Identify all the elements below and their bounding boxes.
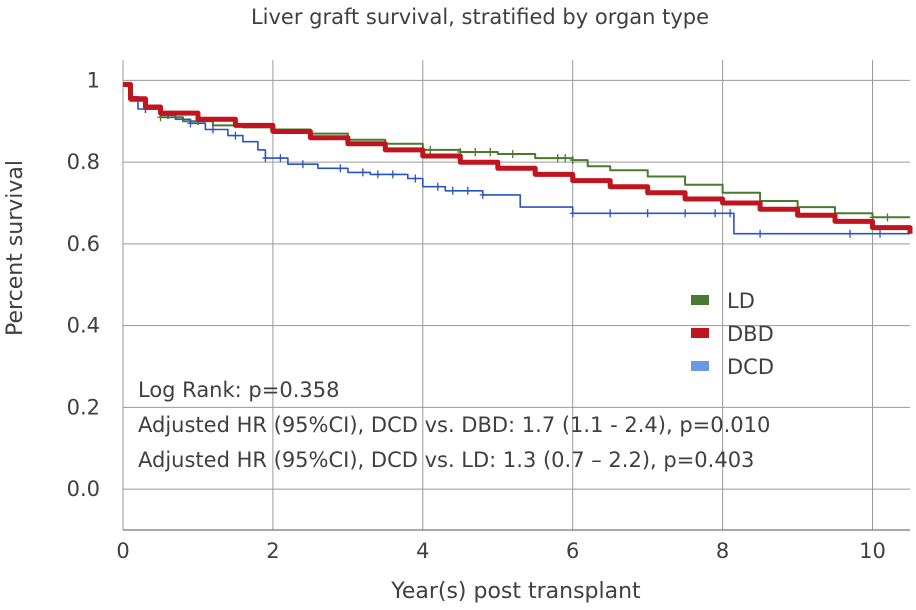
tick-labels: 1 0.8 0.6 0.4 0.2 0.0 0 2 4 6 8 10	[67, 68, 886, 563]
censor-mark-dcd	[847, 229, 854, 238]
x-axis-label: Year(s) post transplant	[390, 579, 641, 604]
censor-mark-ld	[509, 150, 516, 158]
grid	[122, 60, 910, 531]
legend-label-ld: LD	[727, 289, 755, 313]
censor-mark-dcd	[644, 209, 651, 218]
legend-swatch-ld	[691, 295, 709, 305]
censor-mark-dcd	[449, 186, 456, 195]
censor-mark-ld	[427, 145, 434, 154]
censor-mark-dcd	[712, 209, 719, 218]
legend-swatch-dcd	[691, 361, 709, 371]
annotation-line: Adjusted HR (95%CI), DCD vs. DBD: 1.7 (1…	[138, 413, 770, 437]
series-line-dbd	[123, 82, 913, 234]
censor-mark-dcd	[727, 209, 734, 218]
legend-label-dcd: DCD	[727, 355, 774, 379]
censor-mark-dcd	[209, 125, 216, 134]
censor-mark-dcd	[299, 160, 306, 169]
censor-mark-ld	[472, 147, 479, 156]
censor-mark-dcd	[682, 209, 689, 218]
censor-mark-dcd	[374, 170, 381, 179]
annotations: Log Rank: p=0.358 Adjusted HR (95%CI), DC…	[138, 378, 770, 472]
legend-swatch-dbd	[691, 328, 709, 338]
x-tick-label: 0	[116, 539, 129, 563]
x-tick-label: 6	[566, 539, 579, 563]
chart-title: Liver graft survival, stratified by orga…	[251, 5, 709, 29]
annotation-line: Adjusted HR (95%CI), DCD vs. LD: 1.3 (0.…	[138, 448, 754, 472]
censor-mark-dcd	[277, 154, 284, 163]
annotation-line: Log Rank: p=0.358	[138, 378, 339, 402]
censor-mark-ld	[562, 154, 569, 163]
x-tick-label: 4	[416, 539, 429, 563]
censor-mark-dcd	[434, 182, 441, 191]
series-layer	[123, 82, 913, 238]
censor-mark-ld	[554, 154, 561, 163]
censor-mark-dcd	[464, 186, 471, 195]
series-line-ld	[123, 83, 910, 219]
legend-label-dbd: DBD	[727, 322, 774, 346]
y-tick-label: 0.8	[67, 150, 100, 174]
censor-mark-dcd	[569, 209, 576, 218]
censor-mark-ld	[884, 213, 891, 222]
y-tick-label: 0.2	[67, 395, 100, 419]
censor-mark-ld	[569, 156, 576, 165]
y-tick-label: 1	[87, 68, 100, 92]
x-tick-label: 8	[716, 539, 729, 563]
x-tick-label: 2	[266, 539, 279, 563]
censor-mark-dcd	[877, 229, 884, 238]
legend: LD DBD DCD	[691, 289, 774, 379]
censor-mark-ld	[487, 147, 494, 156]
y-tick-label: 0.4	[67, 314, 100, 338]
censor-mark-dcd	[232, 131, 239, 140]
y-tick-label: 0.6	[67, 232, 100, 256]
censor-mark-dcd	[359, 168, 366, 177]
censor-mark-dcd	[607, 209, 614, 218]
censor-mark-dcd	[262, 154, 269, 163]
x-tick-label: 10	[859, 539, 886, 563]
censor-mark-dcd	[479, 190, 486, 199]
y-tick-label: 0.0	[67, 477, 100, 501]
censor-mark-dcd	[337, 164, 344, 173]
series-line-dcd	[123, 83, 910, 235]
censor-mark-dcd	[757, 229, 764, 238]
censor-mark-dcd	[187, 119, 194, 128]
y-axis-label: Percent survival	[3, 160, 28, 336]
censor-mark-dcd	[389, 170, 396, 179]
censor-mark-dcd	[412, 174, 419, 183]
